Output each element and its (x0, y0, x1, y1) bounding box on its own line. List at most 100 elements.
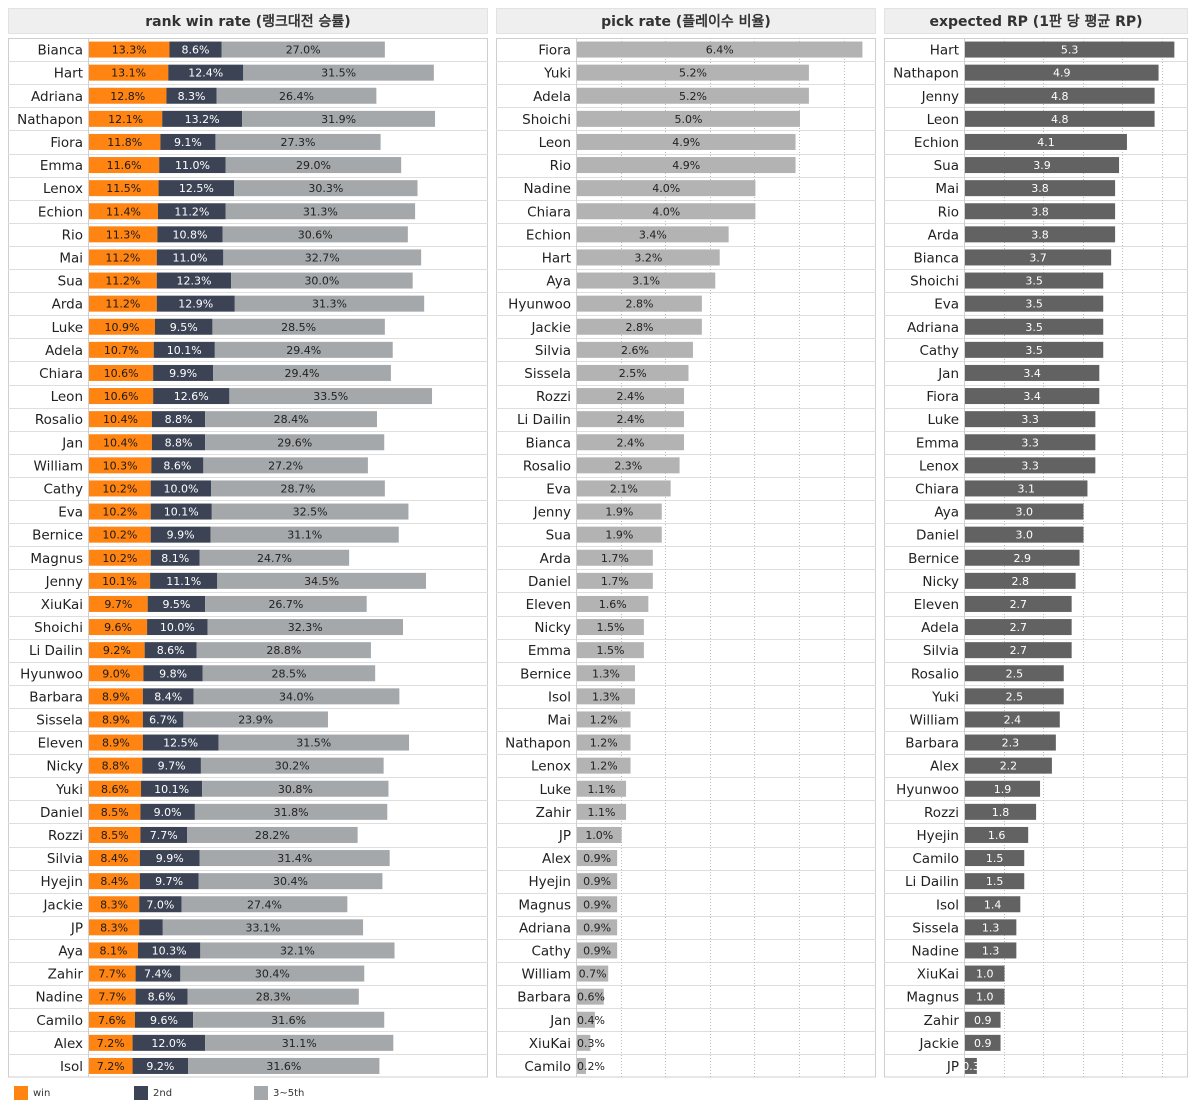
value-label: 23.9% (238, 713, 273, 726)
value-label: 13.1% (111, 67, 146, 80)
value-label: 10.6% (104, 390, 139, 403)
bar-2nd-sua (156, 272, 232, 289)
bar-3-5th-adriana (216, 87, 377, 104)
value-label: 11.0% (173, 251, 208, 264)
category-label-shoichi: Shoichi (910, 274, 959, 290)
value-label: 28.5% (281, 321, 316, 334)
value-label: 3.4% (639, 228, 667, 241)
value-label: 8.1% (161, 552, 189, 565)
bar-3-5th-aya (200, 942, 395, 959)
bar-2nd-rozzi (140, 826, 188, 843)
category-label-hyejin: Hyejin (40, 874, 83, 890)
category-label-camilo: Camilo (912, 851, 959, 867)
bar-2nd-silvia (139, 850, 200, 867)
bar-win-daniel (89, 803, 141, 820)
bar-3-5th-fiora (215, 133, 381, 150)
value-label: 31.5% (296, 737, 331, 750)
bar-2nd-shoichi (147, 619, 208, 636)
bar-2nd-aya (138, 942, 201, 959)
bar-2nd-camilo (134, 1011, 194, 1028)
category-label-nicky: Nicky (46, 759, 83, 775)
bar-silvia (577, 341, 693, 358)
bar-3-5th-chiara (213, 364, 391, 381)
value-label: 1.2% (590, 737, 618, 750)
value-label: 31.8% (274, 806, 309, 819)
value-label: 9.0% (102, 667, 130, 680)
value-label: 8.9% (102, 737, 130, 750)
category-label-jp: JP (946, 1059, 959, 1075)
value-label: 11.5% (106, 182, 141, 195)
category-label-yuki: Yuki (55, 782, 83, 798)
value-label: 9.7% (158, 760, 186, 773)
bar-3-5th-nadine (187, 988, 359, 1005)
bar-chiara (965, 480, 1088, 497)
bar-2nd-nadine (135, 988, 188, 1005)
category-label-echion: Echion (38, 204, 83, 220)
bar-2nd-daniel (140, 803, 195, 820)
value-label: 28.2% (255, 829, 290, 842)
category-label-rosalio: Rosalio (911, 666, 959, 682)
bar-3-5th-bernice (210, 526, 399, 543)
value-label: 3.2% (634, 251, 662, 264)
rank-win-rate-chart: Bianca 13.3% 8.6% 27.0% Hart 13.1% 12.4% 31.5% A… (8, 38, 488, 1078)
bar-jackie (965, 1034, 1001, 1051)
value-label: 4.9 (1053, 67, 1071, 80)
value-label: 3.4 (1023, 390, 1041, 403)
category-label-jan: Jan (549, 1013, 571, 1029)
bar-2nd-cathy (150, 480, 212, 497)
value-label: 2.4% (617, 413, 645, 426)
category-label-fiora: Fiora (50, 135, 83, 151)
value-label: 8.4% (100, 852, 128, 865)
bar-3-5th-hart (243, 64, 434, 81)
bar-nathapon (965, 64, 1159, 81)
value-label: 32.1% (280, 944, 315, 957)
bar-rozzi (577, 388, 685, 405)
bar-emma (577, 642, 644, 659)
bar-2nd-bernice (150, 526, 211, 543)
bar-alex (965, 757, 1052, 774)
bar-3-5th-rozzi (187, 826, 358, 843)
bar-2nd-rio (157, 226, 223, 243)
bar-win-nathapon (89, 110, 163, 127)
bar-bianca (577, 434, 685, 451)
category-label-cathy: Cathy (919, 343, 959, 359)
value-label: 3.5 (1025, 275, 1043, 288)
category-label-bianca: Bianca (525, 435, 571, 451)
value-label: 3.8 (1031, 182, 1049, 195)
chart-title: pick rate (플레이수 비율) (496, 8, 876, 34)
legend-label: 3~5th (273, 1087, 305, 1099)
bar-leon (965, 110, 1155, 127)
value-label: 8.3% (178, 90, 206, 103)
bar-shoichi (965, 272, 1104, 289)
bar-win-hyunwoo (89, 665, 144, 682)
value-label: 31.4% (277, 852, 312, 865)
bar-2nd-yuki (141, 780, 203, 797)
bar-lenox (577, 757, 631, 774)
category-label-eva: Eva (58, 505, 83, 521)
bar-2nd-eleven (142, 734, 219, 751)
value-label: 8.8% (102, 760, 130, 773)
bar-2nd-sissela (142, 711, 184, 728)
category-label-william: William (522, 967, 571, 983)
bar-win-nadine (89, 988, 136, 1005)
bar-nathapon (577, 734, 631, 751)
bar-zahir (577, 803, 627, 820)
bar-win-eva (89, 503, 151, 520)
value-label: 9.5% (170, 321, 198, 334)
value-label: 4.0% (652, 182, 680, 195)
bar-xiukai (577, 1034, 591, 1051)
bar-jan (577, 1011, 595, 1028)
legend-label: 2nd (153, 1087, 173, 1099)
bar-nadine (965, 942, 1017, 959)
value-label: 10.1% (102, 575, 137, 588)
category-label-camilo: Camilo (36, 1013, 83, 1029)
value-label: 8.1% (100, 944, 128, 957)
value-label: 10.8% (173, 228, 208, 241)
bar-3-5th-bianca (221, 41, 385, 58)
bar-3-5th-barbara (193, 688, 400, 705)
value-label: 2.5 (1006, 690, 1024, 703)
bar-win-xiukai (89, 595, 148, 612)
category-label-alex: Alex (542, 851, 571, 867)
chart-title: rank win rate (랭크대전 승률) (8, 8, 488, 34)
category-label-xiukai: XiuKai (917, 967, 959, 983)
